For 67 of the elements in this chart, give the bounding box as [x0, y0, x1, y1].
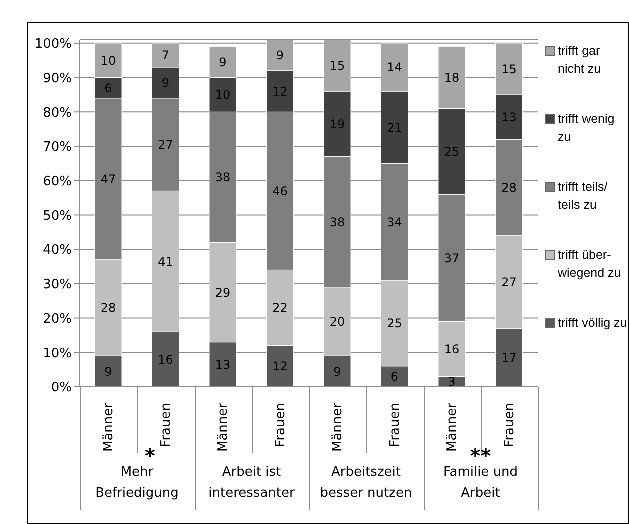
data-label: 41 — [158, 254, 174, 269]
legend-label: trifft völlig zu — [558, 315, 628, 332]
data-label: 27 — [158, 138, 174, 152]
legend-label: trifft teils/ teils zu — [558, 179, 609, 214]
data-label: 28 — [502, 180, 517, 195]
x-tick-label: Männer — [216, 402, 232, 452]
data-label: 10 — [100, 54, 116, 68]
data-label: 15 — [502, 62, 517, 76]
x-tick-label: Frauen — [388, 403, 403, 448]
data-label: 6 — [390, 370, 399, 384]
data-label: 13 — [502, 110, 517, 125]
data-label: 6 — [104, 81, 112, 96]
data-label: 16 — [444, 342, 460, 356]
data-label: 27 — [502, 275, 517, 290]
data-label: 22 — [272, 301, 288, 316]
y-tick-label: 100% — [34, 37, 72, 52]
data-label: 17 — [502, 351, 517, 366]
y-tick-label: 50% — [43, 208, 72, 224]
legend-label: trifft gar nicht zu — [558, 43, 602, 78]
legend-label: trifft wenig zu — [558, 111, 616, 146]
data-label: 25 — [387, 316, 402, 331]
data-label: 38 — [215, 170, 231, 185]
data-label: 34 — [387, 215, 402, 230]
data-label: 12 — [272, 84, 288, 99]
y-tick-label: 80% — [43, 106, 72, 121]
data-label: 10 — [215, 88, 231, 102]
y-tick-label: 70% — [43, 140, 72, 156]
x-tick-label: Frauen — [502, 403, 518, 448]
data-label: 38 — [330, 215, 346, 230]
data-label: 12 — [272, 360, 288, 374]
x-tick-label: Männer — [445, 402, 460, 452]
data-label: 46 — [272, 184, 288, 198]
x-tick-label: Frauen — [158, 403, 174, 448]
data-label: 21 — [387, 120, 402, 135]
y-tick-label: 40% — [43, 243, 72, 258]
y-tick-label: 60% — [43, 174, 72, 190]
y-tick-label: 10% — [43, 346, 72, 362]
data-label: 20 — [330, 314, 346, 329]
data-label: 14 — [387, 60, 402, 75]
x-tick-label: Männer — [102, 402, 117, 452]
data-label: 3 — [448, 375, 456, 390]
data-label: 9 — [276, 48, 284, 63]
data-label: 9 — [219, 56, 227, 70]
data-label: 7 — [162, 48, 170, 63]
y-tick-label: 90% — [43, 71, 72, 86]
legend-label: trifft über-wiegend zu — [558, 247, 622, 282]
data-label: 9 — [334, 364, 342, 379]
data-label: 18 — [444, 71, 460, 86]
data-label: 37 — [444, 251, 460, 266]
data-label: 47 — [100, 172, 116, 186]
data-label: 16 — [158, 352, 174, 367]
data-label: 25 — [444, 144, 460, 159]
text: Familie und Arbeit — [442, 464, 520, 503]
data-label: 13 — [215, 358, 231, 372]
y-tick-label: 20% — [43, 312, 72, 327]
text: Arbeitszeit besser nutzen — [319, 464, 414, 503]
x-tick-label: Männer — [330, 402, 346, 452]
data-label: 28 — [100, 301, 116, 316]
data-label: 9 — [104, 364, 112, 379]
x-tick-label: Frauen — [273, 403, 288, 448]
data-label: 29 — [215, 286, 231, 300]
data-label: 15 — [330, 59, 346, 74]
data-label: 9 — [162, 76, 170, 90]
data-label: 19 — [330, 117, 346, 132]
y-tick-label: 30% — [43, 278, 72, 293]
y-tick-label: 0% — [51, 380, 72, 396]
text: Arbeit ist interessanter — [208, 464, 296, 503]
